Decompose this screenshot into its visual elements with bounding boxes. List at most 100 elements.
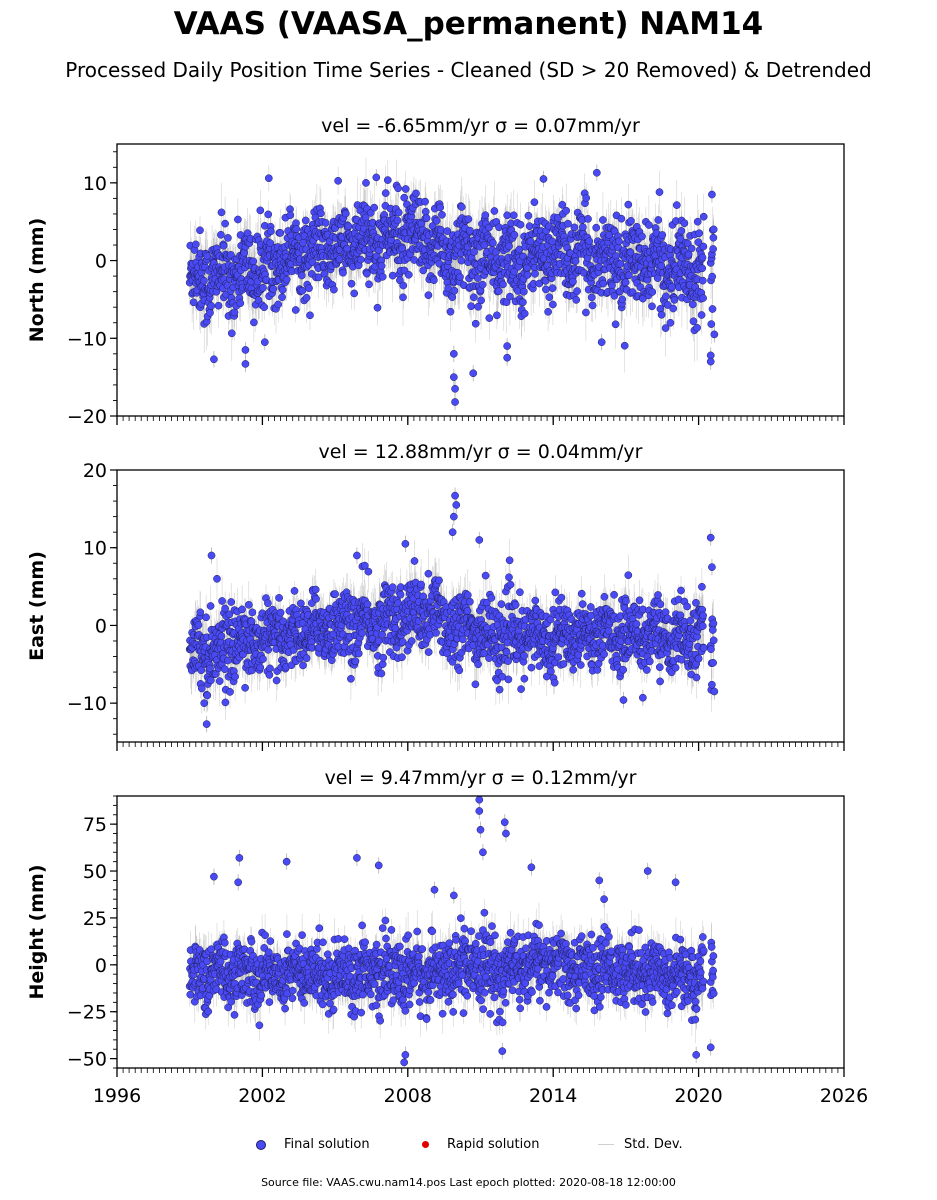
- outlier-point: [241, 360, 250, 368]
- data-point: [378, 924, 387, 932]
- data-point: [200, 276, 208, 285]
- data-point: [410, 557, 419, 565]
- data-point: [676, 234, 685, 243]
- data-point: [278, 293, 286, 302]
- data-point: [217, 230, 225, 239]
- data-point: [344, 222, 353, 230]
- data-point: [370, 203, 379, 212]
- data-point: [478, 280, 487, 289]
- data-point: [313, 945, 321, 953]
- data-point: [191, 240, 200, 249]
- final-solution-points: [185, 796, 718, 1067]
- data-point: [709, 619, 718, 628]
- data-point: [485, 654, 493, 662]
- data-point: [519, 298, 527, 307]
- data-point: [582, 308, 590, 317]
- data-point: [311, 585, 320, 594]
- data-point: [523, 271, 532, 279]
- y-tick-label: 0: [95, 615, 107, 637]
- data-point: [259, 655, 267, 663]
- data-point: [611, 320, 620, 329]
- data-point: [448, 293, 457, 302]
- data-point: [227, 329, 236, 338]
- data-point: [587, 611, 595, 620]
- panel-title: vel = 12.88mm/yr σ = 0.04mm/yr: [319, 441, 643, 463]
- data-point: [428, 927, 437, 936]
- data-point: [698, 264, 707, 273]
- data-point: [569, 277, 577, 286]
- data-point: [470, 248, 478, 256]
- data-point: [592, 223, 601, 232]
- data-point: [658, 231, 667, 239]
- data-point: [590, 1006, 599, 1015]
- data-point: [498, 1018, 507, 1027]
- data-point: [490, 993, 499, 1002]
- data-point: [241, 683, 249, 692]
- data-point: [502, 648, 511, 656]
- data-point: [600, 650, 608, 659]
- y-tick-label: 10: [83, 538, 107, 560]
- data-point: [477, 296, 485, 305]
- data-point: [196, 608, 205, 617]
- data-point: [669, 304, 678, 313]
- data-point: [564, 219, 572, 228]
- data-point: [189, 298, 198, 307]
- data-point: [487, 594, 496, 602]
- data-point: [357, 1008, 366, 1017]
- data-point: [642, 666, 651, 674]
- data-point: [571, 257, 580, 265]
- data-point: [544, 307, 552, 316]
- data-point: [569, 665, 578, 674]
- data-point: [559, 660, 568, 668]
- data-point: [656, 677, 664, 686]
- data-point: [559, 975, 568, 983]
- data-point: [520, 309, 529, 318]
- data-point: [695, 229, 704, 238]
- outlier-point: [394, 184, 402, 193]
- data-point: [459, 1009, 468, 1017]
- data-point: [250, 318, 258, 327]
- outlier-point: [451, 384, 459, 393]
- data-point: [227, 598, 236, 606]
- data-point: [495, 685, 504, 694]
- data-point: [323, 950, 332, 959]
- outlier-point: [452, 501, 461, 509]
- data-point: [505, 556, 514, 565]
- data-point: [399, 281, 408, 290]
- data-point: [557, 929, 565, 938]
- data-point: [394, 208, 403, 217]
- data-point: [509, 211, 518, 220]
- data-point: [582, 194, 591, 202]
- data-point: [693, 217, 702, 226]
- data-point: [391, 624, 400, 632]
- data-point: [699, 644, 708, 652]
- data-point: [708, 680, 716, 689]
- data-point: [464, 215, 473, 223]
- data-point: [264, 645, 273, 654]
- data-point: [360, 561, 369, 570]
- data-point: [656, 600, 665, 609]
- data-point: [709, 233, 718, 242]
- data-point: [220, 665, 229, 674]
- data-point: [436, 225, 445, 234]
- data-point: [415, 998, 424, 1006]
- data-point: [438, 1009, 447, 1018]
- data-point: [446, 307, 455, 316]
- data-point: [363, 600, 372, 609]
- data-point: [510, 230, 519, 239]
- data-point: [288, 986, 297, 995]
- data-point: [694, 654, 703, 663]
- data-point: [707, 320, 716, 328]
- data-point: [405, 1000, 414, 1009]
- data-point: [527, 663, 536, 672]
- data-point: [306, 311, 314, 320]
- outlier-point: [639, 693, 647, 702]
- data-point: [542, 285, 550, 294]
- y-axis-label: North (mm): [26, 218, 48, 343]
- data-point: [259, 283, 267, 292]
- data-point: [312, 595, 320, 603]
- data-point: [708, 305, 717, 313]
- data-point: [407, 637, 416, 645]
- data-point: [421, 197, 429, 206]
- data-point: [419, 266, 428, 275]
